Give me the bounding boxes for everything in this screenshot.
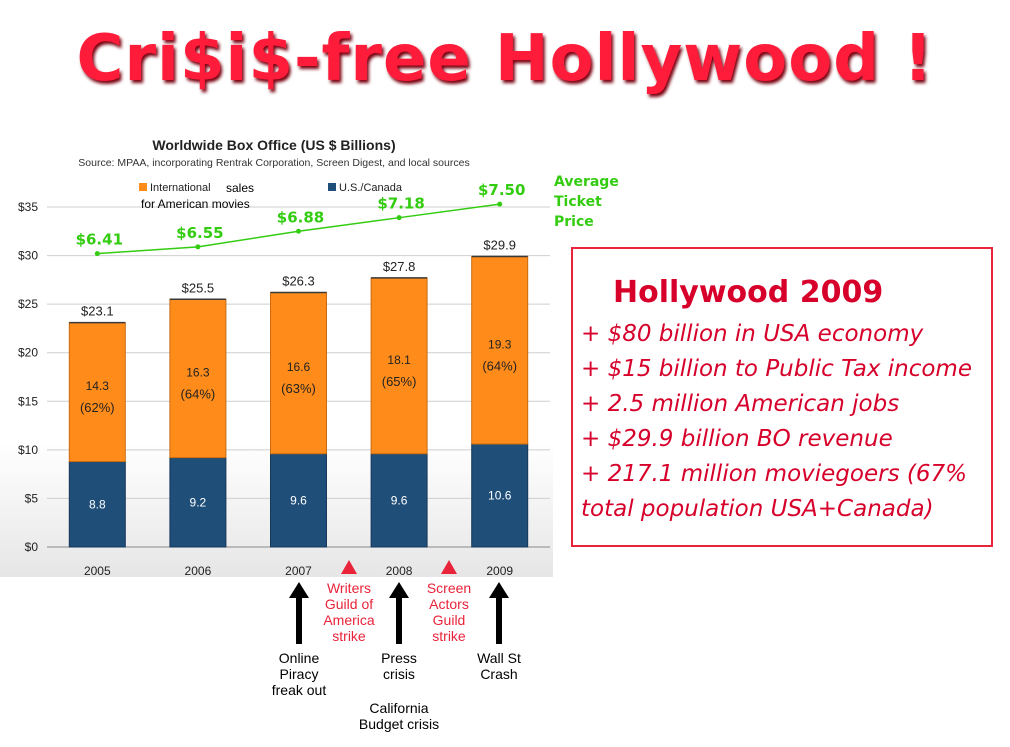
- y-tick-label: $5: [25, 491, 39, 505]
- total-label: $27.8: [383, 259, 416, 274]
- y-tick-label: $30: [18, 249, 38, 263]
- us-value-label: 9.6: [290, 493, 307, 507]
- bar-international: [270, 291, 327, 455]
- y-tick-label: $0: [25, 540, 39, 554]
- intl-value-label: 16.3: [186, 365, 210, 379]
- intl-value-label: 19.3: [488, 337, 512, 351]
- bar-us-canada: [471, 443, 529, 548]
- intl-pct-label: (64%): [482, 358, 517, 373]
- hollywood-2009-box: Hollywood 2009 + $80 billion in USA econ…: [571, 247, 993, 547]
- bar-international: [169, 298, 227, 459]
- bar-us-canada: [370, 453, 428, 548]
- bar-us-canada: [68, 461, 126, 548]
- intl-value-label: 16.6: [287, 360, 311, 374]
- total-label: $23.1: [81, 304, 114, 319]
- us-value-label: 9.2: [190, 495, 207, 509]
- legend-label: U.S./Canada: [339, 182, 403, 194]
- y-tick-label: $15: [18, 394, 38, 408]
- ticket-price-point: [396, 215, 402, 221]
- total-label: $25.5: [182, 280, 215, 295]
- legend-label-line2: for American movies: [141, 197, 250, 211]
- box-title: Hollywood 2009: [613, 275, 884, 310]
- intl-pct-label: (64%): [181, 386, 216, 401]
- arrow-up-icon: [389, 582, 409, 598]
- arrow-up-icon: [341, 560, 357, 574]
- arrow-up-icon: [441, 560, 457, 574]
- chart-canvas: Worldwide Box Office (US $ Billions) Sour…: [18, 137, 550, 577]
- ticket-price-label: $7.50: [478, 181, 525, 199]
- box-line: + 217.1 million moviegoers (67%: [581, 461, 967, 487]
- ticket-label-line: Ticket: [554, 194, 602, 210]
- event-wall-st-crash: Wall St Crash: [477, 650, 521, 682]
- legend-swatch: [328, 183, 336, 191]
- ticket-price-point: [94, 251, 100, 257]
- arrow-up-icon: [489, 582, 509, 598]
- event-online-piracy: Online Piracy freak out: [271, 650, 327, 698]
- ticket-price-label: $6.88: [277, 208, 324, 226]
- event-california-budget: California Budget crisis: [358, 700, 440, 732]
- us-value-label: 10.6: [488, 489, 512, 503]
- us-value-label: 8.8: [89, 497, 106, 511]
- legend-label-suffix: sales: [226, 181, 254, 195]
- intl-pct-label: (62%): [80, 400, 115, 415]
- intl-value-label: 18.1: [387, 353, 411, 367]
- ticket-price-label: $7.18: [377, 195, 424, 213]
- box-line: total population USA+Canada): [581, 496, 934, 522]
- chart-title: Worldwide Box Office (US $ Billions): [152, 137, 395, 153]
- ticket-price-point: [497, 201, 503, 207]
- arrow-up-icon: [289, 582, 309, 598]
- box-line: + $80 billion in USA economy: [581, 321, 924, 347]
- chart-subtitle: Source: MPAA, incorporating Rentrak Corp…: [78, 157, 469, 169]
- box-office-chart: Worldwide Box Office (US $ Billions) Sour…: [0, 130, 553, 577]
- ticket-price-label: $6.55: [176, 224, 223, 242]
- ticket-price-label: Average Ticket Price: [554, 172, 619, 232]
- y-tick-label: $25: [18, 297, 38, 311]
- arrow-shaft: [396, 596, 402, 644]
- legend-swatch: [139, 183, 147, 191]
- y-tick-label: $20: [18, 346, 38, 360]
- event-screen-actors-guild: Screen Actors Guild strike: [426, 580, 472, 644]
- ticket-price-point: [296, 228, 301, 234]
- y-tick-label: $10: [18, 443, 38, 457]
- box-line: + 2.5 million American jobs: [581, 391, 900, 417]
- x-tick-label: 2008: [386, 564, 413, 577]
- bar-international: [370, 277, 428, 455]
- arrow-shaft: [496, 596, 502, 644]
- total-label: $29.9: [483, 238, 516, 253]
- arrow-shaft: [296, 596, 302, 644]
- box-line: + $15 billion to Public Tax income: [581, 356, 972, 382]
- y-tick-label: $35: [18, 200, 38, 214]
- x-tick-label: 2005: [84, 564, 111, 577]
- bar-us-canada: [270, 453, 327, 548]
- legend-label: International: [150, 182, 211, 194]
- bar-us-canada: [169, 457, 227, 548]
- x-tick-label: 2006: [185, 564, 212, 577]
- bar-international: [68, 322, 126, 463]
- event-writers-guild: Writers Guild of America strike: [323, 580, 375, 644]
- x-tick-label: 2009: [486, 564, 513, 577]
- ticket-label-line: Price: [554, 214, 594, 230]
- x-tick-label: 2007: [285, 564, 312, 577]
- intl-pct-label: (65%): [382, 374, 417, 389]
- ticket-price-label: $6.41: [76, 231, 123, 249]
- intl-pct-label: (63%): [281, 381, 316, 396]
- event-press-crisis: Press crisis: [381, 650, 417, 682]
- ticket-label-line: Average: [554, 174, 619, 190]
- intl-value-label: 14.3: [86, 379, 110, 393]
- total-label: $26.3: [282, 273, 315, 288]
- us-value-label: 9.6: [391, 493, 408, 507]
- page-title: Cri$i$-free Hollywood !: [76, 22, 934, 96]
- box-line: + $29.9 billion BO revenue: [581, 426, 893, 452]
- ticket-price-point: [195, 244, 201, 250]
